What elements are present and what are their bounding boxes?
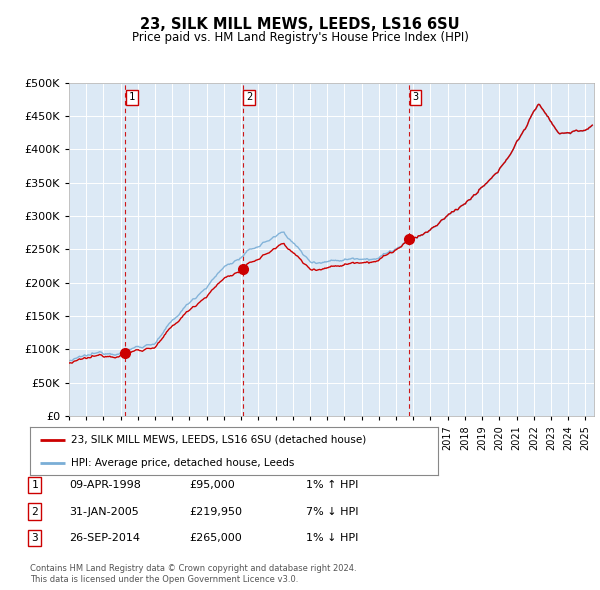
Text: 26-SEP-2014: 26-SEP-2014: [69, 533, 140, 543]
Text: 23, SILK MILL MEWS, LEEDS, LS16 6SU (detached house): 23, SILK MILL MEWS, LEEDS, LS16 6SU (det…: [71, 435, 366, 445]
Text: Price paid vs. HM Land Registry's House Price Index (HPI): Price paid vs. HM Land Registry's House …: [131, 31, 469, 44]
Text: 23, SILK MILL MEWS, LEEDS, LS16 6SU: 23, SILK MILL MEWS, LEEDS, LS16 6SU: [140, 17, 460, 31]
Text: HPI: Average price, detached house, Leeds: HPI: Average price, detached house, Leed…: [71, 458, 294, 468]
Text: £265,000: £265,000: [189, 533, 242, 543]
Text: 2: 2: [31, 507, 38, 516]
Text: Contains HM Land Registry data © Crown copyright and database right 2024.: Contains HM Land Registry data © Crown c…: [30, 565, 356, 573]
Text: 1: 1: [129, 92, 135, 102]
Text: 7% ↓ HPI: 7% ↓ HPI: [306, 507, 359, 516]
Text: 31-JAN-2005: 31-JAN-2005: [69, 507, 139, 516]
Text: 1: 1: [31, 480, 38, 490]
Text: 1% ↑ HPI: 1% ↑ HPI: [306, 480, 358, 490]
Text: £95,000: £95,000: [189, 480, 235, 490]
Text: 09-APR-1998: 09-APR-1998: [69, 480, 141, 490]
Text: 3: 3: [412, 92, 418, 102]
Text: 1% ↓ HPI: 1% ↓ HPI: [306, 533, 358, 543]
Text: This data is licensed under the Open Government Licence v3.0.: This data is licensed under the Open Gov…: [30, 575, 298, 584]
Text: 3: 3: [31, 533, 38, 543]
Text: £219,950: £219,950: [189, 507, 242, 516]
Text: 2: 2: [246, 92, 252, 102]
